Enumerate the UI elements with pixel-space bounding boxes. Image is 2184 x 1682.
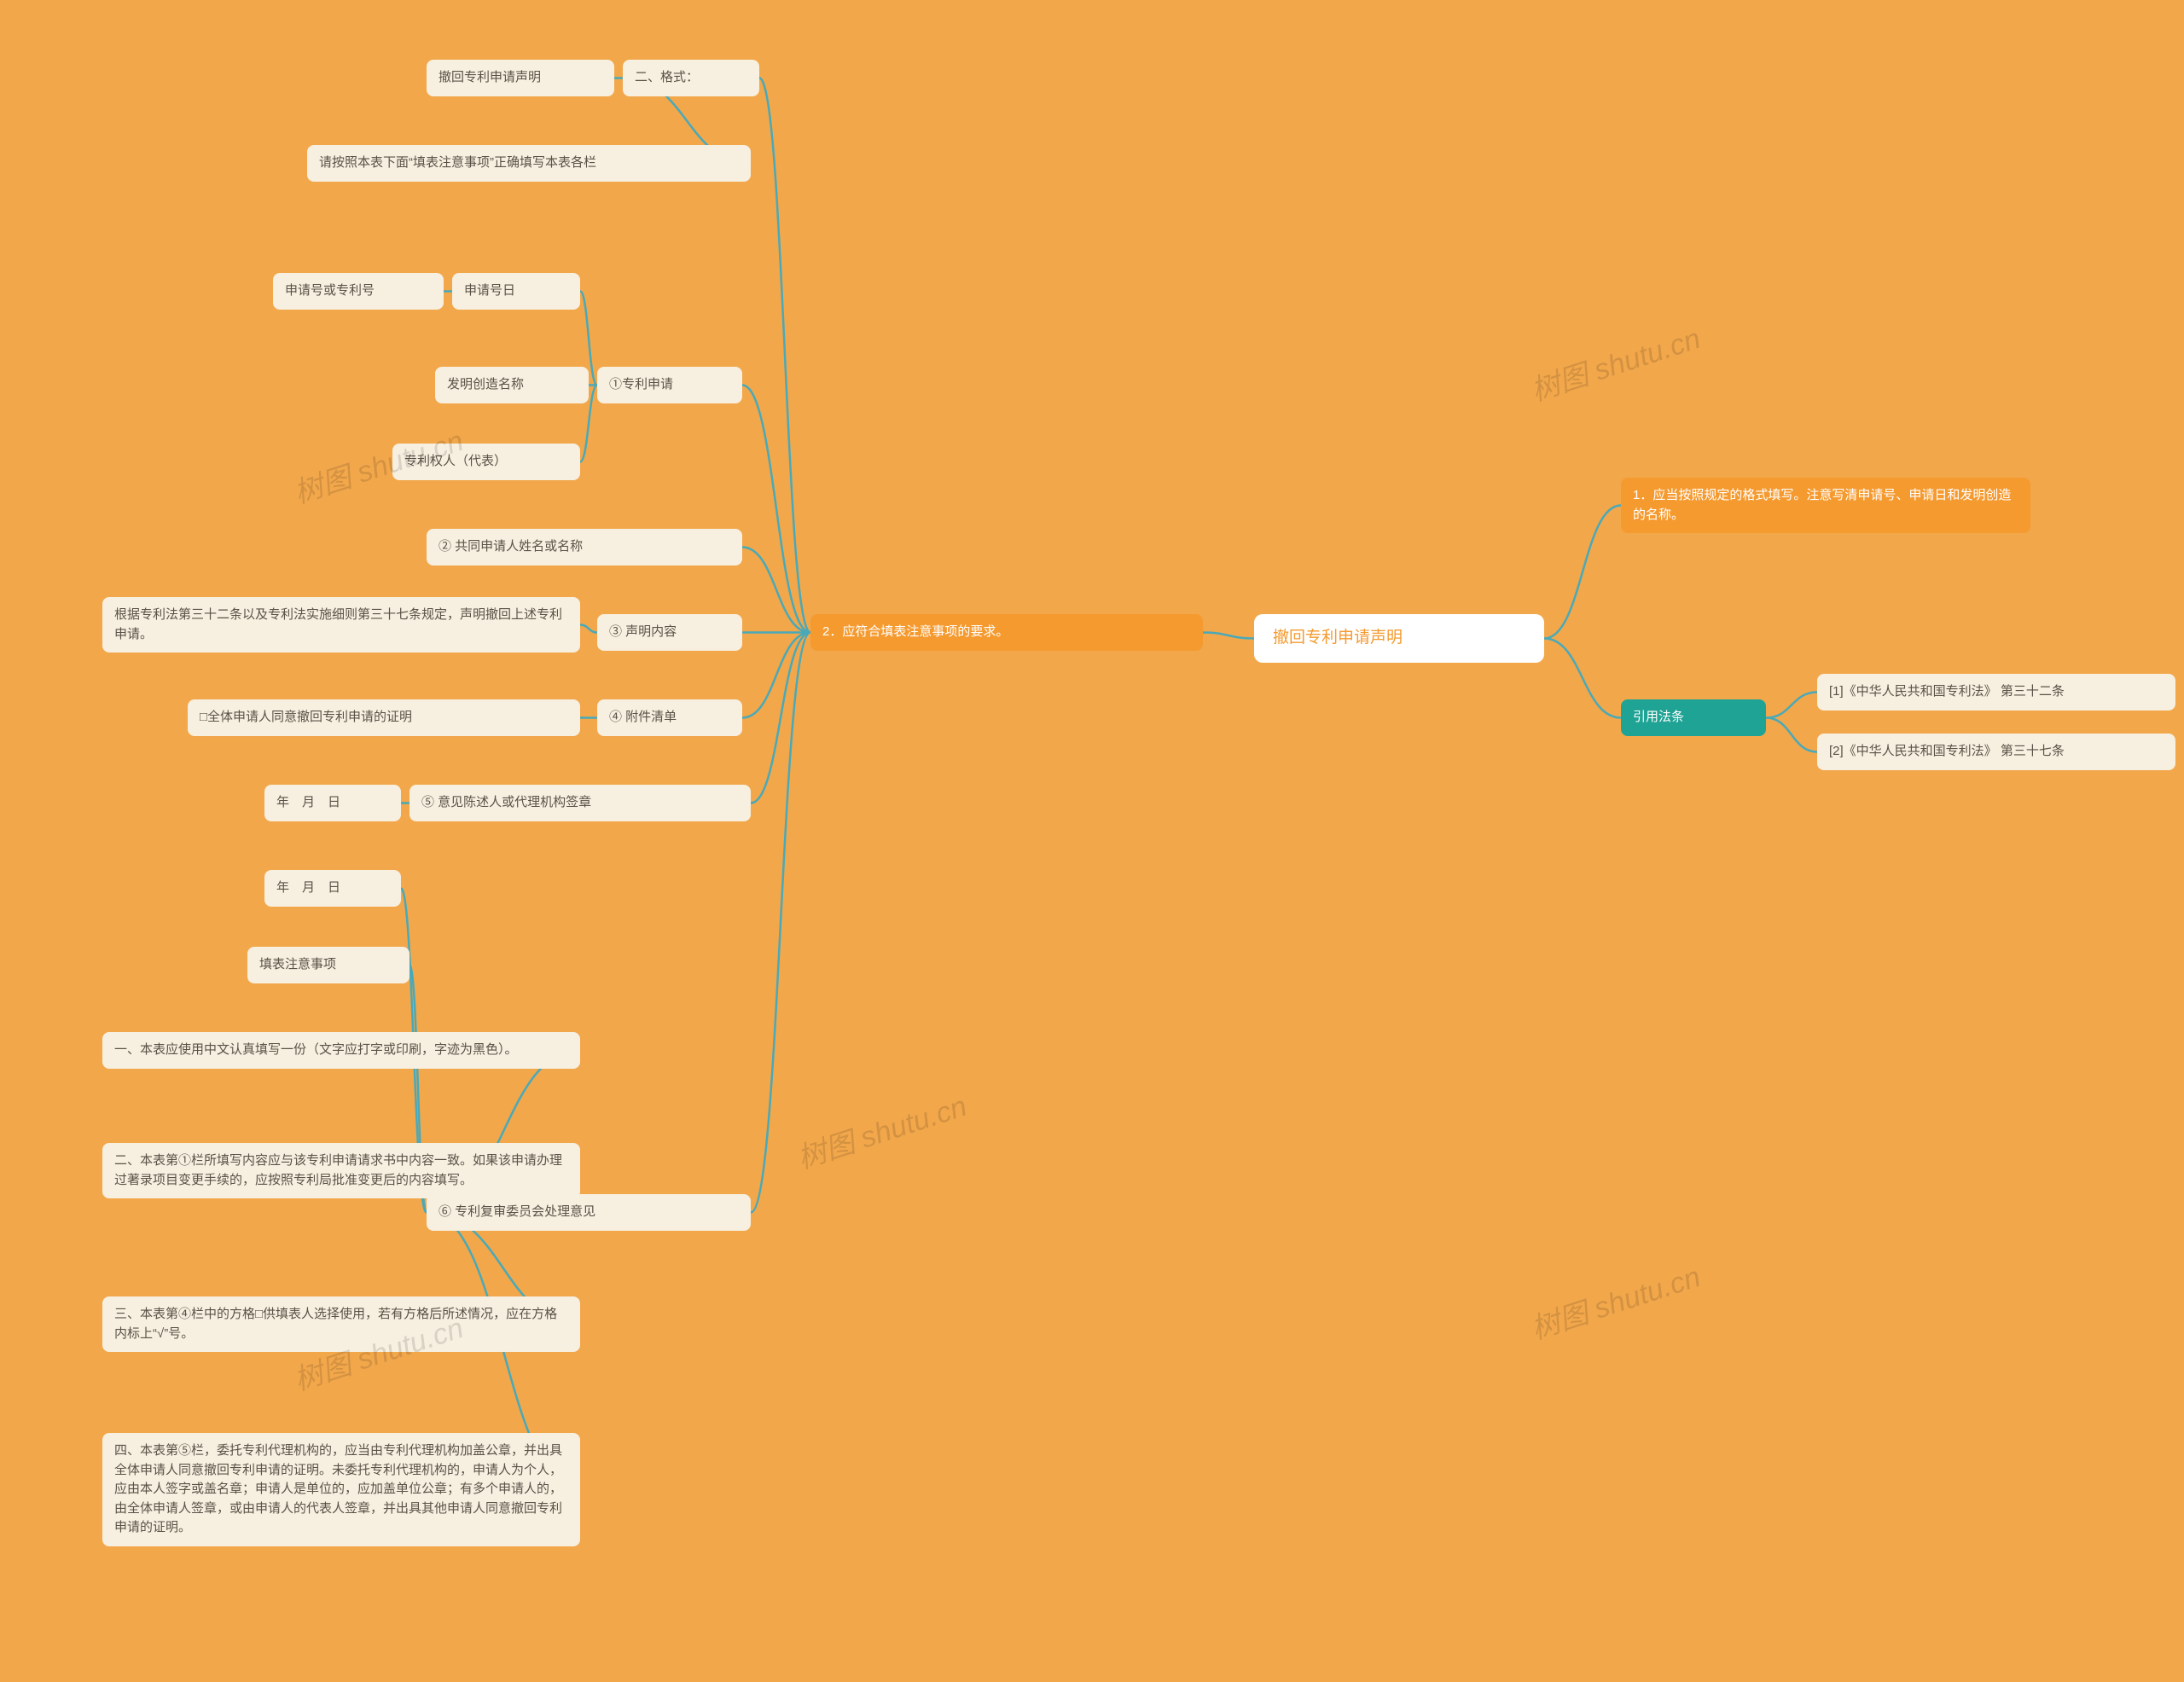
mindmap-node: 二、格式：: [623, 60, 759, 96]
mindmap-node: 填表注意事项: [247, 947, 410, 983]
watermark: 树图 shutu.cn: [1525, 315, 1705, 409]
mindmap-node: ② 共同申请人姓名或名称: [427, 529, 742, 566]
mindmap-node: 专利权人（代表）: [392, 444, 580, 480]
mindmap-node: ⑥ 专利复审委员会处理意见: [427, 1194, 751, 1231]
mindmap-node: ⑤ 意见陈述人或代理机构签章: [410, 785, 751, 821]
watermark: 树图 shutu.cn: [791, 1082, 971, 1176]
mindmap-node: [1]《中华人民共和国专利法》 第三十二条: [1817, 674, 2175, 710]
mindmap-node: [2]《中华人民共和国专利法》 第三十七条: [1817, 734, 2175, 770]
mindmap-node: ③ 声明内容: [597, 614, 742, 651]
mindmap-node: 二、本表第①栏所填写内容应与该专利申请请求书中内容一致。如果该申请办理过著录项目…: [102, 1143, 580, 1198]
mindmap-node: 三、本表第④栏中的方格□供填表人选择使用，若有方格后所述情况，应在方格内标上“√…: [102, 1296, 580, 1352]
mindmap-node: 年 月 日: [264, 785, 401, 821]
mindmap-node: ④ 附件清单: [597, 699, 742, 736]
mindmap-node: ①专利申请: [597, 367, 742, 403]
mindmap-node: 年 月 日: [264, 870, 401, 907]
mindmap-node: 撤回专利申请声明: [1254, 614, 1544, 663]
mindmap-node: 申请号或专利号: [273, 273, 444, 310]
mindmap-node: 一、本表应使用中文认真填写一份（文字应打字或印刷，字迹为黑色）。: [102, 1032, 580, 1069]
mindmap-node: 发明创造名称: [435, 367, 589, 403]
mindmap-node: 撤回专利申请声明: [427, 60, 614, 96]
mindmap-node: 1．应当按照规定的格式填写。注意写清申请号、申请日和发明创造的名称。: [1621, 478, 2030, 533]
mindmap-node: 2．应符合填表注意事项的要求。: [810, 614, 1203, 651]
mindmap-node: 申请号日: [452, 273, 580, 310]
mindmap-node: □全体申请人同意撤回专利申请的证明: [188, 699, 580, 736]
mindmap-node: 根据专利法第三十二条以及专利法实施细则第三十七条规定，声明撤回上述专利申请。: [102, 597, 580, 652]
watermark: 树图 shutu.cn: [1525, 1253, 1705, 1347]
mindmap-node: 引用法条: [1621, 699, 1766, 736]
mindmap-node: 请按照本表下面“填表注意事项”正确填写本表各栏: [307, 145, 751, 182]
mindmap-node: 四、本表第⑤栏，委托专利代理机构的，应当由专利代理机构加盖公章，并出具全体申请人…: [102, 1433, 580, 1546]
